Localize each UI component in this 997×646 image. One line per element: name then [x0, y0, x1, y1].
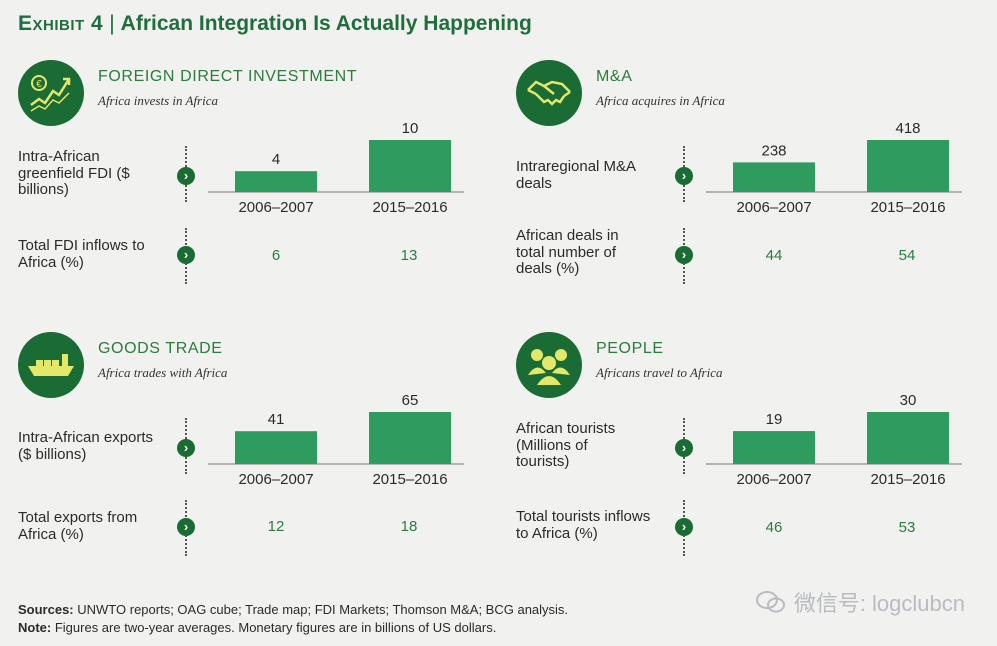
pct-value: 44 — [765, 247, 783, 264]
row-label: Intraregional M&A deals — [516, 158, 636, 192]
chevron-right-icon: › — [177, 167, 195, 185]
row-label: Intra-African exports ($ billions) — [18, 429, 154, 463]
bar-1 — [369, 140, 451, 192]
title-separator: | — [109, 12, 115, 35]
bar-value-label: 10 — [402, 120, 419, 137]
row-label: African tourists (Millions of tourists) — [516, 420, 616, 470]
chevron-right-icon: › — [675, 246, 693, 264]
panel-people: PEOPLE Africans travel to Africa African… — [516, 332, 986, 592]
pct-value: 18 — [400, 518, 418, 535]
category-label: 2006–2007 — [736, 471, 811, 488]
chevron-right-icon: › — [675, 518, 693, 536]
sources-label: Sources: — [18, 602, 74, 617]
watermark-text: 微信号: logclubcn — [793, 591, 965, 616]
section-subtitle: Africa invests in Africa — [98, 93, 218, 108]
sources-text: UNWTO reports; OAG cube; Trade map; FDI … — [77, 602, 569, 617]
category-label: 2006–2007 — [238, 471, 313, 488]
section-title: FOREIGN DIRECT INVESTMENT — [98, 68, 358, 85]
row-label: Total FDI inflows to Africa (%) — [18, 237, 145, 271]
footer-notes: Sources: UNWTO reports; OAG cube; Trade … — [18, 601, 568, 637]
wechat-icon — [755, 591, 785, 613]
category-label: 2015–2016 — [372, 471, 447, 488]
bar-value-label: 418 — [895, 120, 920, 137]
cargo-ship-icon — [18, 332, 84, 398]
bar-value-label: 65 — [402, 392, 419, 409]
bar-value-label: 19 — [766, 411, 783, 428]
bar-1 — [369, 412, 451, 464]
pct-value: 54 — [898, 247, 916, 264]
note-line: Note: Figures are two-year averages. Mon… — [18, 619, 568, 637]
chevron-right-icon: › — [177, 439, 195, 457]
bar-0 — [235, 171, 317, 192]
bar-chart: 238 2006–2007 418 2015–2016 — [706, 120, 962, 216]
bar-0 — [733, 431, 815, 464]
note-text: Figures are two-year averages. Monetary … — [54, 620, 497, 635]
svg-text:€: € — [36, 79, 42, 90]
bar-1 — [867, 140, 949, 192]
panel-goods-trade: GOODS TRADE Africa trades with Africa In… — [18, 332, 488, 592]
chevron-right-icon: › — [675, 167, 693, 185]
chevron-right-icon: › — [177, 518, 195, 536]
note-label: Note: — [18, 620, 52, 635]
bar-chart: 4 2006–2007 10 2015–2016 — [208, 120, 464, 216]
section-title: M&A — [596, 68, 633, 85]
section-subtitle: Africa acquires in Africa — [596, 93, 725, 108]
people-icon — [516, 332, 582, 398]
pct-value: 53 — [898, 519, 916, 536]
category-label: 2006–2007 — [736, 199, 811, 216]
chevron-right-icon: › — [675, 439, 693, 457]
bar-value-label: 30 — [900, 392, 917, 409]
category-label: 2006–2007 — [238, 199, 313, 216]
pct-value: 13 — [400, 247, 418, 264]
panel-mna: M&A Africa acquires in Africa Intraregio… — [516, 60, 986, 320]
exhibit-title: Exhibit 4 | African Integration Is Actuall… — [18, 12, 532, 36]
panel-fdi: € FOREIGN DIRECT INVESTMENT Africa inves… — [18, 60, 488, 320]
bar-chart: 19 2006–2007 30 2015–2016 — [706, 392, 962, 488]
bar-0 — [235, 431, 317, 464]
pct-value: 46 — [765, 519, 783, 536]
exhibit-number: Exhibit 4 — [18, 12, 104, 35]
pct-value: 12 — [267, 518, 285, 535]
category-label: 2015–2016 — [870, 471, 945, 488]
row-label: Intra-African greenfield FDI ($ billions… — [18, 148, 130, 198]
category-label: 2015–2016 — [372, 199, 447, 216]
bar-chart: 41 2006–2007 65 2015–2016 — [208, 392, 464, 488]
exhibit-heading: African Integration Is Actually Happenin… — [120, 12, 532, 35]
row-label: Total tourists inflows to Africa (%) — [516, 508, 651, 542]
section-subtitle: Africans travel to Africa — [596, 365, 723, 380]
pct-value: 6 — [271, 247, 281, 264]
row-label: Total exports from Africa (%) — [18, 509, 138, 543]
watermark: 微信号: logclubcn — [755, 586, 965, 618]
section-subtitle: Africa trades with Africa — [98, 365, 228, 380]
euro-growth-icon: € — [18, 60, 84, 126]
handshake-icon — [516, 60, 582, 126]
sources-line: Sources: UNWTO reports; OAG cube; Trade … — [18, 601, 568, 619]
bar-value-label: 41 — [268, 411, 285, 428]
bar-value-label: 4 — [272, 151, 280, 168]
bar-0 — [733, 162, 815, 192]
bar-value-label: 238 — [761, 142, 786, 159]
row-label: African deals in total number of deals (… — [516, 227, 619, 277]
bar-1 — [867, 412, 949, 464]
category-label: 2015–2016 — [870, 199, 945, 216]
chevron-right-icon: › — [177, 246, 195, 264]
section-title: PEOPLE — [596, 340, 664, 357]
section-title: GOODS TRADE — [98, 340, 223, 357]
